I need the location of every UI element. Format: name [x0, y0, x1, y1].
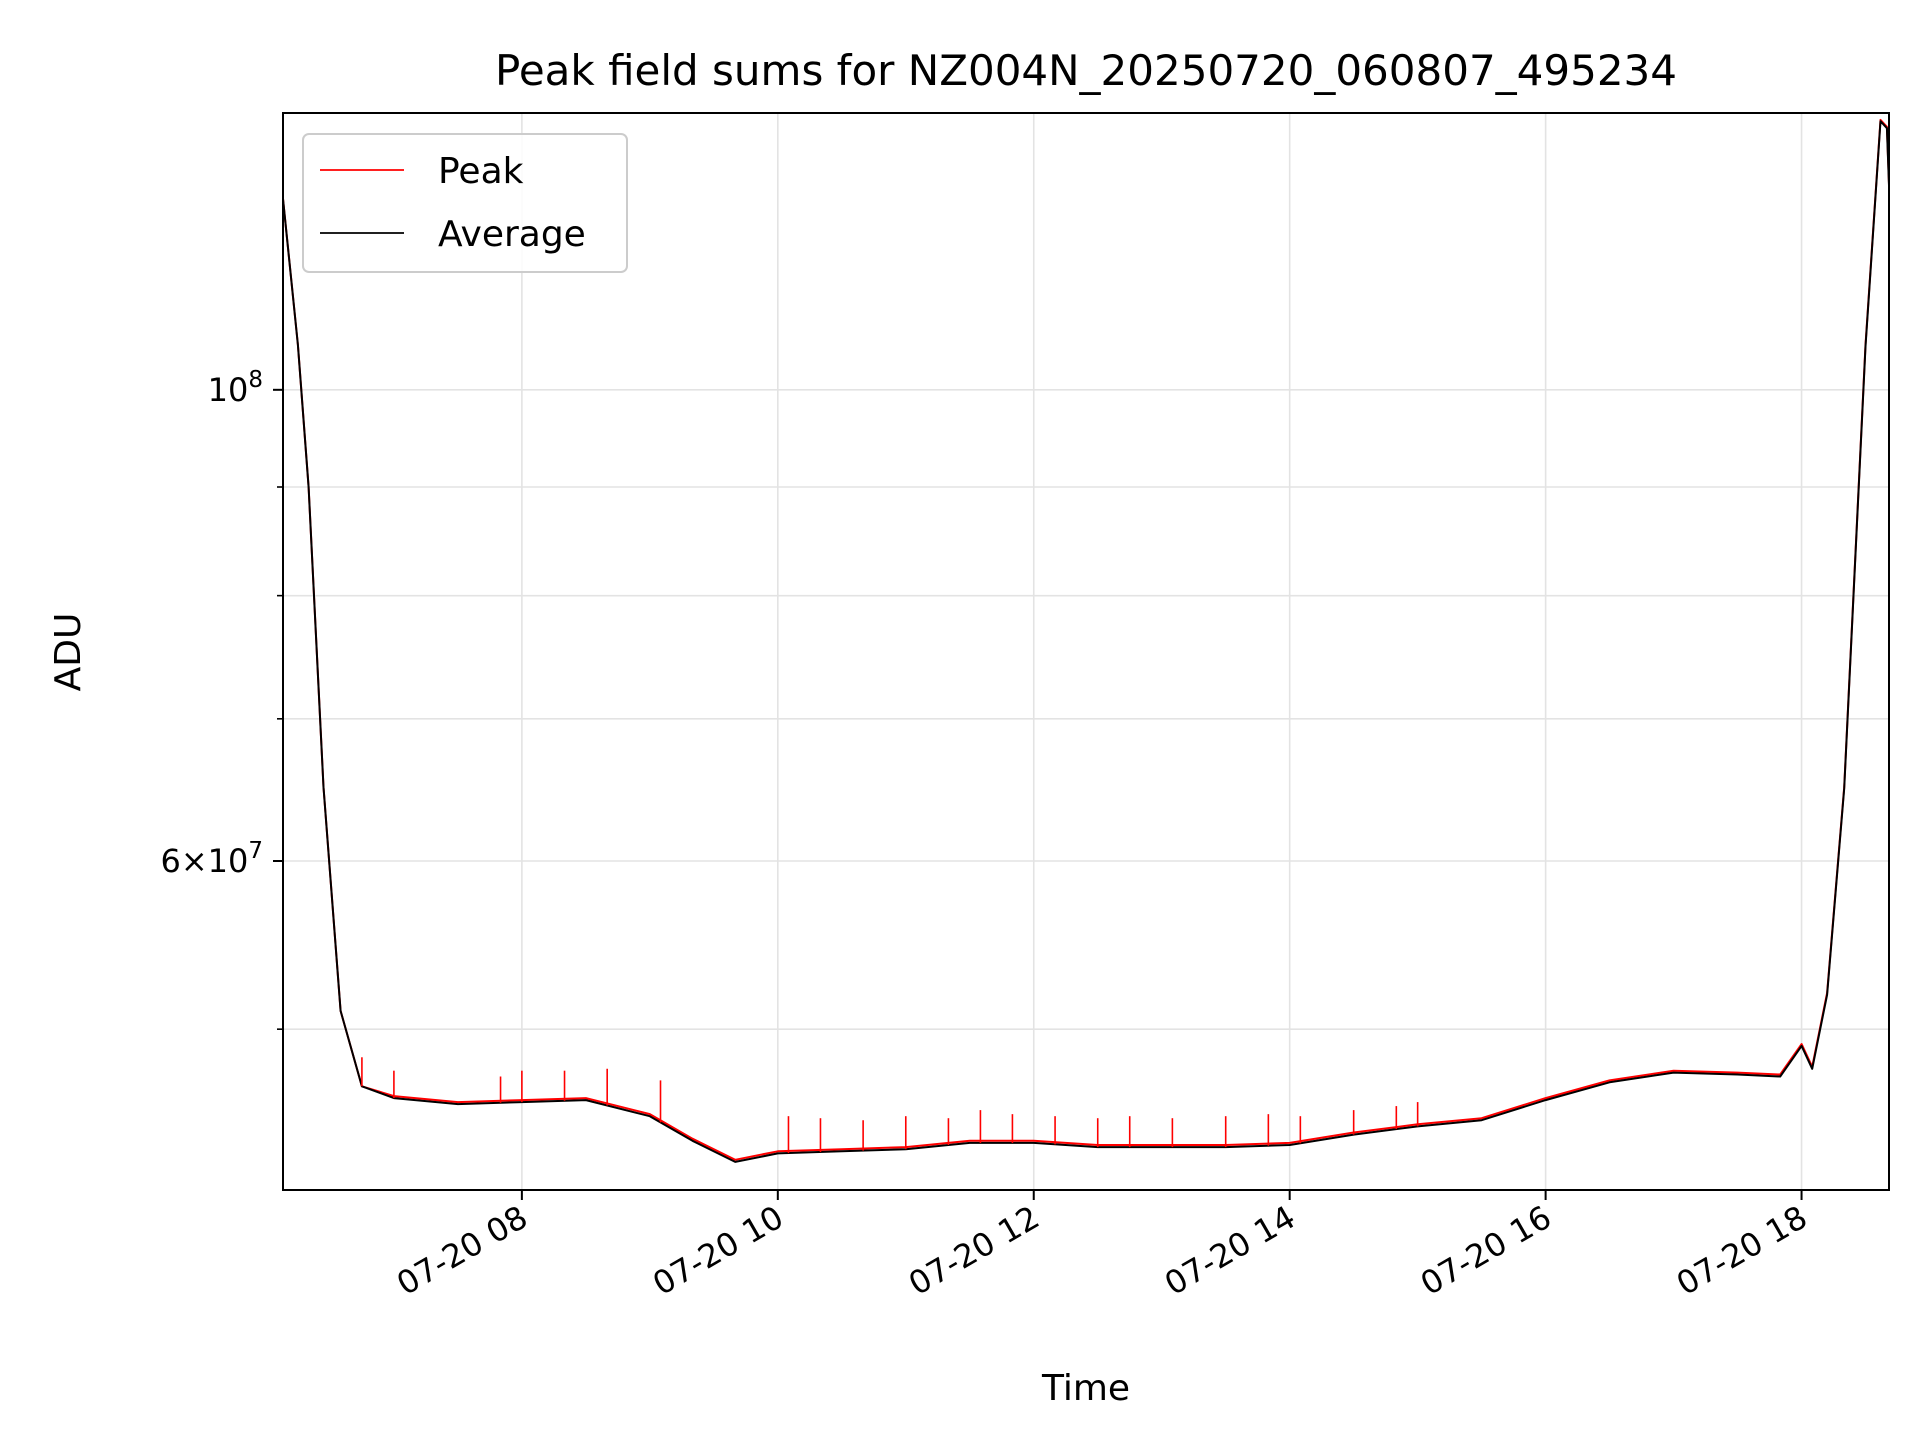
y-tick-label: 108 [208, 367, 263, 409]
legend: Peak Average [302, 133, 628, 273]
legend-label-average: Average [438, 214, 586, 255]
series-group [283, 118, 1889, 1163]
svg-text:6×107: 6×107 [160, 838, 263, 880]
legend-box [302, 133, 628, 273]
y-tick-label: 6×107 [160, 838, 263, 880]
x-axis-label: Time [1041, 1368, 1130, 1409]
plot-frame [282, 112, 1890, 1191]
svg-text:108: 108 [208, 367, 263, 409]
y-axis-label: ADU [48, 613, 89, 692]
series-line-average [283, 120, 1889, 1163]
legend-label-peak: Peak [438, 151, 524, 192]
chart-title: Peak field sums for NZ004N_20250720_0608… [495, 46, 1677, 95]
grid [283, 113, 1889, 1190]
series-layer [283, 118, 1889, 1163]
